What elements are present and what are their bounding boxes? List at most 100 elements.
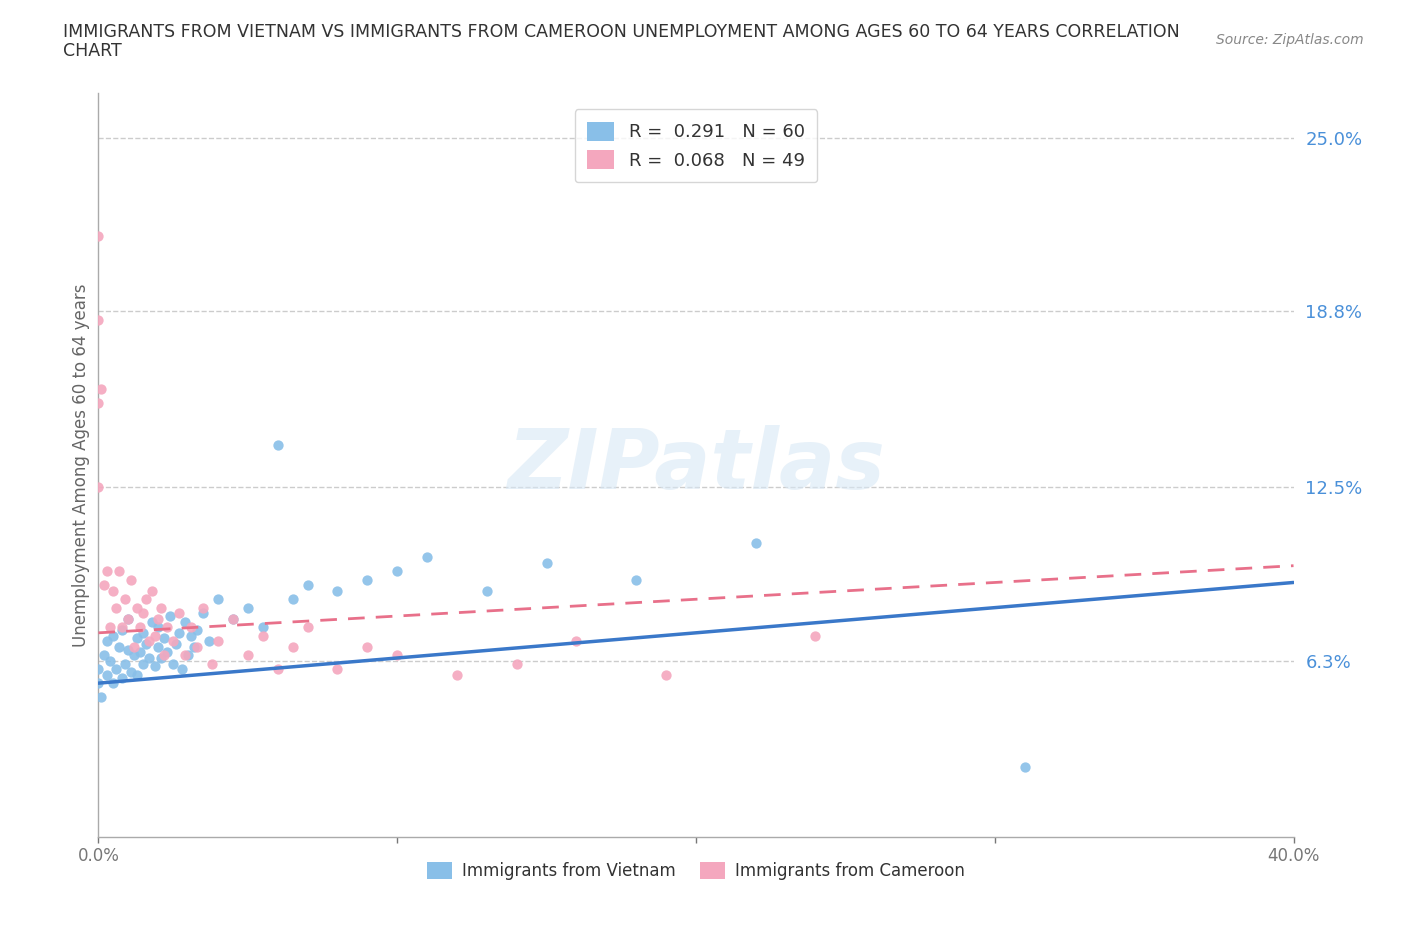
Point	[252, 628, 274, 643]
Point	[167, 625, 190, 640]
Point	[114, 657, 136, 671]
Text: CHART: CHART	[63, 42, 122, 60]
Point	[87, 480, 110, 495]
Point	[87, 312, 110, 327]
Point	[120, 572, 142, 587]
Point	[186, 622, 208, 637]
Text: IMMIGRANTS FROM VIETNAM VS IMMIGRANTS FROM CAMEROON UNEMPLOYMENT AMONG AGES 60 T: IMMIGRANTS FROM VIETNAM VS IMMIGRANTS FR…	[63, 23, 1180, 41]
Point	[138, 633, 160, 648]
Point	[267, 438, 290, 453]
Point	[103, 628, 125, 643]
Point	[90, 690, 112, 705]
Point	[90, 382, 112, 397]
Point	[96, 668, 118, 683]
Point	[198, 633, 221, 648]
Legend: Immigrants from Vietnam, Immigrants from Cameroon: Immigrants from Vietnam, Immigrants from…	[419, 854, 973, 888]
Point	[183, 639, 205, 654]
Point	[222, 611, 245, 626]
Point	[108, 639, 131, 654]
Point	[174, 648, 197, 663]
Point	[1014, 760, 1036, 775]
Point	[143, 628, 166, 643]
Point	[127, 631, 149, 645]
Point	[150, 600, 173, 615]
Point	[141, 614, 163, 629]
Point	[446, 668, 468, 683]
Point	[236, 600, 259, 615]
Point	[356, 639, 378, 654]
Point	[132, 625, 155, 640]
Point	[475, 583, 498, 598]
Point	[87, 676, 110, 691]
Point	[117, 611, 139, 626]
Point	[281, 639, 304, 654]
Point	[385, 648, 409, 663]
Point	[135, 591, 157, 606]
Point	[103, 583, 125, 598]
Point	[252, 619, 274, 634]
Point	[132, 657, 155, 671]
Point	[93, 578, 115, 592]
Point	[236, 648, 259, 663]
Point	[167, 605, 190, 620]
Point	[138, 651, 160, 666]
Point	[222, 611, 245, 626]
Point	[186, 639, 208, 654]
Point	[105, 662, 128, 677]
Point	[105, 600, 128, 615]
Point	[297, 578, 319, 592]
Point	[655, 668, 678, 683]
Point	[156, 619, 179, 634]
Point	[141, 583, 163, 598]
Point	[111, 619, 134, 634]
Point	[111, 622, 134, 637]
Point	[281, 591, 304, 606]
Point	[207, 633, 229, 648]
Point	[536, 555, 558, 570]
Point	[111, 671, 134, 685]
Point	[267, 662, 290, 677]
Point	[135, 636, 157, 651]
Point	[416, 550, 439, 565]
Point	[150, 651, 173, 666]
Point	[385, 564, 409, 578]
Point	[87, 228, 110, 243]
Point	[156, 645, 179, 660]
Point	[98, 619, 122, 634]
Point	[148, 611, 170, 626]
Point	[143, 659, 166, 674]
Point	[153, 631, 176, 645]
Point	[565, 633, 588, 648]
Point	[191, 605, 214, 620]
Point	[804, 628, 827, 643]
Point	[87, 396, 110, 411]
Point	[103, 676, 125, 691]
Point	[96, 564, 118, 578]
Point	[153, 648, 176, 663]
Point	[124, 639, 146, 654]
Point	[114, 591, 136, 606]
Point	[207, 591, 229, 606]
Point	[180, 619, 202, 634]
Point	[191, 600, 214, 615]
Point	[98, 654, 122, 669]
Point	[177, 648, 200, 663]
Point	[108, 564, 131, 578]
Point	[132, 605, 155, 620]
Point	[93, 648, 115, 663]
Point	[124, 648, 146, 663]
Point	[297, 619, 319, 634]
Point	[326, 662, 349, 677]
Point	[506, 657, 529, 671]
Point	[96, 633, 118, 648]
Point	[120, 665, 142, 680]
Point	[159, 608, 181, 623]
Y-axis label: Unemployment Among Ages 60 to 64 years: Unemployment Among Ages 60 to 64 years	[72, 284, 90, 646]
Point	[174, 614, 197, 629]
Point	[626, 572, 648, 587]
Point	[117, 642, 139, 657]
Point	[326, 583, 349, 598]
Point	[356, 572, 378, 587]
Point	[117, 611, 139, 626]
Point	[172, 662, 194, 677]
